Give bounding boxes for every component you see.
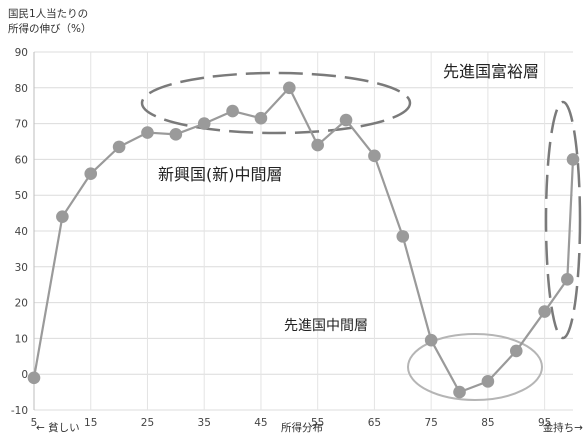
developed-middle-class-ellipse	[407, 333, 543, 401]
data-point	[27, 371, 41, 385]
data-point	[197, 117, 211, 130]
data-point	[509, 344, 523, 358]
x-tick-label: 35	[198, 417, 211, 429]
x-tick-label: 5	[31, 417, 38, 429]
y-tick-label: 0	[21, 369, 28, 381]
data-point	[283, 81, 296, 95]
y-tick-label: 60	[15, 154, 28, 166]
data-point	[311, 138, 324, 152]
y-tick-label: 50	[15, 190, 28, 202]
series-group	[27, 81, 580, 399]
developed-rich-ellipse	[544, 100, 582, 340]
x-tick-label: 75	[424, 417, 437, 429]
annotation-ellipses	[140, 71, 582, 401]
y-axis-title-line-2: 所得の伸び（%）	[8, 23, 91, 35]
x-tick-label: 55	[311, 417, 324, 429]
y-axis-title: 国民1人当たりの 所得の伸び（%）	[8, 7, 91, 35]
data-point	[538, 305, 551, 318]
data-point	[84, 167, 98, 181]
rich-label: 金持ち→	[543, 421, 583, 434]
x-tick-label: 85	[481, 417, 494, 429]
developed-middle-class-label: 先進国中間層	[284, 318, 368, 334]
data-point	[368, 149, 381, 163]
emerging-middle-class-label: 新興国(新)中間層	[158, 165, 283, 184]
x-tick-label: 15	[84, 417, 97, 429]
x-axis-ticks: 5 15 25 35 45 55 65 75 85 95	[31, 417, 552, 429]
data-point	[453, 385, 466, 399]
data-point	[561, 273, 574, 286]
data-point	[566, 153, 580, 166]
x-tick-label: 95	[538, 417, 551, 429]
y-tick-label: 70	[15, 119, 28, 131]
y-axis-ticks: -10 0 10 20 30 40 50 60 70 80 90	[11, 47, 28, 417]
annotation-labels: 新興国(新)中間層 先進国富裕層 先進国中間層	[158, 62, 539, 334]
poor-label: ← 貧しい	[36, 421, 80, 434]
data-point	[339, 113, 353, 127]
y-tick-label: 20	[15, 298, 28, 310]
data-point	[56, 210, 69, 223]
data-point	[254, 111, 268, 125]
data-point	[396, 230, 410, 243]
data-point	[169, 128, 183, 141]
y-axis-title-line-1: 国民1人当たりの	[8, 7, 88, 20]
x-tick-label: 45	[254, 417, 267, 429]
gridlines	[33, 51, 573, 411]
y-tick-label: 30	[15, 262, 28, 274]
y-tick-label: 80	[15, 83, 28, 95]
data-point	[424, 333, 438, 347]
emerging-middle-class-ellipse	[140, 71, 412, 135]
y-tick-label: 90	[15, 47, 28, 59]
data-point	[481, 375, 495, 388]
x-axis-title: 所得分布	[281, 422, 323, 434]
x-tick-label: 25	[141, 417, 154, 429]
data-point	[226, 104, 239, 118]
y-tick-label: 40	[15, 226, 28, 238]
x-tick-label: 65	[368, 417, 381, 429]
bottom-labels: ← 貧しい 所得分布 金持ち→	[36, 421, 583, 434]
developed-rich-label: 先進国富裕層	[443, 62, 539, 81]
y-tick-label: 10	[15, 333, 28, 345]
y-tick-label: -10	[11, 405, 28, 417]
data-point	[112, 140, 126, 154]
data-point	[141, 126, 154, 139]
